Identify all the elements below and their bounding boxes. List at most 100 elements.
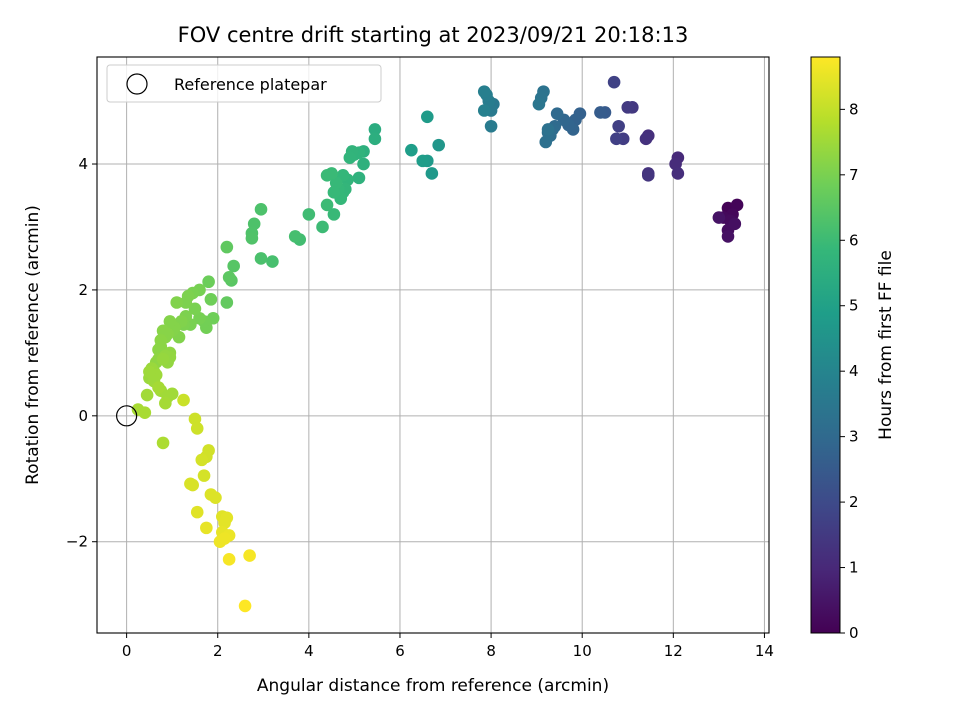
data-point [612, 119, 625, 133]
y-tick-label: 2 [78, 281, 88, 299]
data-point [202, 275, 215, 289]
colorbar-tick-label: 3 [849, 428, 859, 446]
data-point [669, 157, 682, 171]
x-tick-label: 14 [755, 642, 774, 660]
reference-point [116, 405, 138, 427]
legend-box [106, 64, 382, 103]
plot-frame [96, 56, 770, 634]
data-point [204, 293, 218, 306]
x-tick-label: 12 [664, 642, 683, 660]
y-axis-ticks: −2 0 2 4 [66, 155, 97, 551]
data-point [222, 553, 236, 566]
data-point [357, 157, 370, 171]
colorbar: 0 1 2 3 4 5 6 7 8 Hours from first FF file [810, 56, 896, 642]
data-point [343, 151, 357, 165]
colorbar-gradient [810, 56, 841, 634]
data-point [327, 208, 341, 221]
legend: Reference platepar [106, 64, 382, 103]
y-tick-label: −2 [66, 533, 88, 551]
data-point [227, 259, 240, 273]
data-point [320, 198, 334, 212]
colorbar-tick-label: 0 [849, 624, 859, 642]
data-point [288, 230, 302, 243]
reference-marker [116, 405, 138, 427]
data-point [186, 478, 199, 492]
data-point [177, 393, 190, 407]
data-point [140, 388, 154, 402]
data-point [721, 230, 735, 243]
data-point [190, 505, 204, 519]
data-point [159, 396, 172, 410]
data-point [254, 252, 268, 265]
data-point [639, 132, 653, 146]
data-point [477, 104, 491, 117]
x-tick-label: 6 [395, 642, 405, 660]
data-point [138, 406, 152, 419]
data-point [170, 296, 184, 309]
data-point [154, 333, 168, 347]
data-point [728, 217, 742, 231]
data-point [209, 491, 222, 504]
data-point [218, 532, 231, 545]
data-point [143, 365, 156, 379]
data-point [200, 521, 213, 535]
data-point [610, 132, 623, 146]
data-point [302, 208, 316, 221]
data-point [641, 169, 655, 182]
y-tick-label: 0 [78, 407, 88, 425]
data-point [220, 296, 234, 309]
x-axis-ticks: 0 2 4 6 8 10 12 14 [122, 633, 774, 660]
colorbar-tick-label: 2 [849, 493, 859, 511]
data-point [327, 186, 341, 199]
data-point [238, 599, 252, 613]
grid-lines [97, 57, 769, 633]
data-point [179, 296, 193, 309]
data-point [222, 271, 236, 284]
data-point [220, 240, 234, 254]
data-point [156, 436, 170, 450]
data-point [316, 220, 329, 234]
data-point [368, 123, 382, 136]
legend-entry-reference: Reference platepar [174, 75, 327, 94]
data-point [188, 302, 202, 316]
data-point [484, 119, 498, 133]
data-point [532, 97, 546, 111]
data-point [712, 211, 726, 224]
x-tick-label: 4 [304, 642, 314, 660]
colorbar-tick-label: 8 [849, 100, 859, 118]
data-point [254, 203, 268, 216]
data-point [163, 315, 177, 328]
colorbar-tick-label: 7 [849, 166, 859, 184]
data-point [266, 255, 279, 268]
data-point [193, 311, 206, 325]
data-point [352, 171, 366, 185]
data-point [368, 132, 382, 146]
x-tick-label: 10 [573, 642, 592, 660]
data-points [131, 75, 744, 613]
x-tick-label: 2 [213, 642, 223, 660]
y-axis-label: Rotation from reference (arcmin) [23, 205, 43, 485]
legend-marker-icon [126, 73, 148, 95]
data-point [156, 352, 170, 366]
colorbar-label: Hours from first FF file [876, 250, 896, 440]
data-point [243, 549, 256, 562]
data-point [405, 143, 418, 157]
data-point [539, 135, 553, 149]
data-point [425, 167, 439, 180]
data-point [156, 324, 170, 338]
data-point [320, 169, 334, 182]
data-point [152, 381, 165, 394]
data-point [197, 469, 211, 482]
colorbar-ticks: 0 1 2 3 4 5 6 7 8 [840, 100, 859, 642]
data-point [607, 75, 621, 89]
data-point [541, 123, 555, 136]
data-point [477, 85, 491, 98]
data-point [218, 516, 231, 530]
colorbar-tick-label: 4 [849, 362, 859, 380]
colorbar-tick-label: 5 [849, 297, 859, 315]
data-point [195, 453, 209, 467]
y-tick-label: 4 [78, 155, 88, 173]
data-point [421, 110, 434, 124]
data-point [671, 167, 685, 180]
